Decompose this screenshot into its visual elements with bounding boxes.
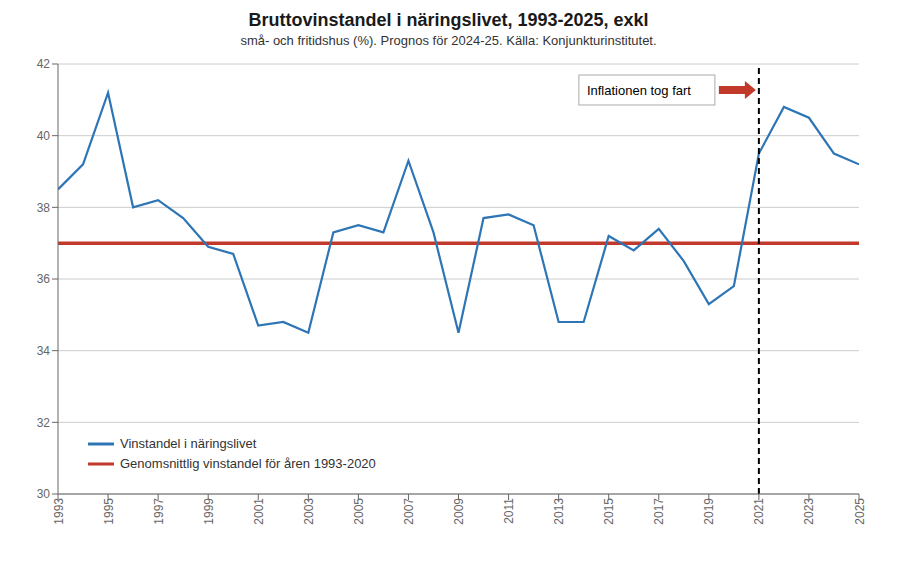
html-text:Bruttovinstandel i näringslive: Bruttovinstandel i näringslivet, 1993-20… (248, 10, 649, 30)
svg-text:34: 34 (37, 344, 51, 358)
svg-text:1999: 1999 (202, 498, 216, 525)
html-text:Genomsnittlig vinstandel för å: Genomsnittlig vinstandel för åren 1993-2… (120, 456, 376, 471)
svg-text:30: 30 (37, 487, 51, 501)
svg-text:2019: 2019 (702, 498, 716, 525)
svg-text:40: 40 (37, 129, 51, 143)
svg-text:2021: 2021 (752, 498, 766, 525)
svg-text:2013: 2013 (552, 498, 566, 525)
svg-text:2017: 2017 (652, 498, 666, 525)
svg-text:1995: 1995 (102, 498, 116, 525)
svg-text:1993: 1993 (52, 498, 66, 525)
svg-text:2015: 2015 (602, 498, 616, 525)
svg-text:42: 42 (37, 57, 51, 71)
html-text:Vinstandel i näringslivet: Vinstandel i näringslivet (120, 436, 257, 451)
svg-text:2023: 2023 (802, 498, 816, 525)
svg-text:2007: 2007 (402, 498, 416, 525)
svg-text:1997: 1997 (152, 498, 166, 525)
svg-text:2003: 2003 (302, 498, 316, 525)
html-text:små- och fritidshus (%). Progn: små- och fritidshus (%). Prognos för 202… (240, 33, 657, 48)
svg-text:2025: 2025 (853, 498, 867, 525)
svg-text:2005: 2005 (352, 498, 366, 525)
svg-text:2009: 2009 (452, 498, 466, 525)
svg-text:36: 36 (37, 272, 51, 286)
svg-text:38: 38 (37, 201, 51, 215)
svg-text:32: 32 (37, 416, 51, 430)
svg-text:2011: 2011 (502, 498, 516, 524)
svg-text:Inflationen tog fart: Inflationen tog fart (587, 83, 691, 98)
svg-text:2001: 2001 (252, 498, 266, 525)
